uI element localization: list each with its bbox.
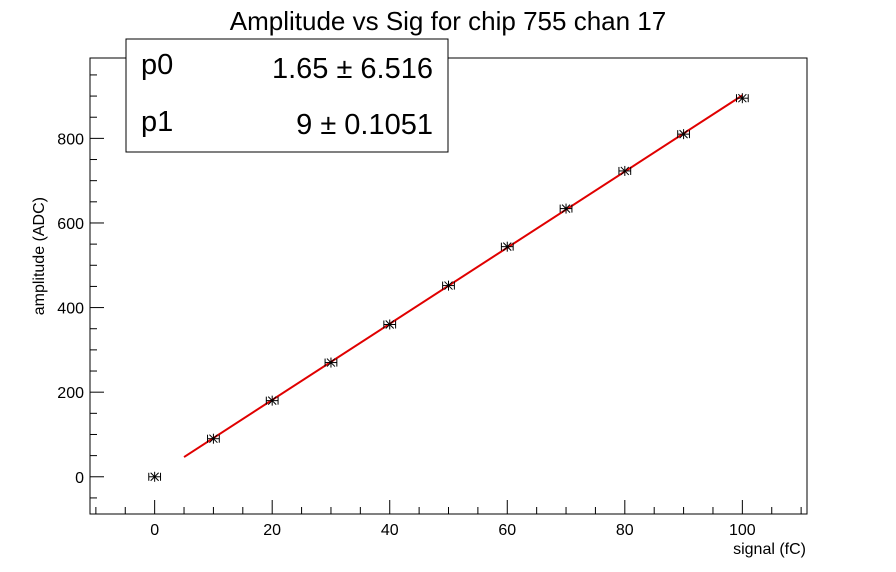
- stats-p0-value: 1.65 ± 6.516: [272, 53, 433, 85]
- y-axis: 0 200 400 600 800: [57, 74, 104, 499]
- data-point: [559, 203, 573, 214]
- x-tick-label: 0: [150, 522, 159, 539]
- data-point: [148, 471, 162, 482]
- data-point: [265, 395, 279, 406]
- data-point: [207, 433, 220, 444]
- fit-layer: [183, 94, 743, 458]
- x-tick-label: 40: [381, 522, 399, 539]
- y-tick-label: 400: [57, 301, 84, 318]
- stats-p1-value: 9 ± 0.1051: [296, 109, 433, 141]
- stats-p0-name: p0: [141, 49, 173, 81]
- data-point: [324, 357, 338, 368]
- x-tick-label: 80: [616, 522, 634, 539]
- data-point: [618, 165, 632, 176]
- data-point: [383, 319, 397, 330]
- data-point: [442, 280, 455, 291]
- y-tick-label: 0: [75, 470, 84, 487]
- stats-box-frame: [125, 38, 449, 153]
- y-tick-label: 200: [57, 385, 84, 402]
- x-axis: 0 20 40 60 80 100: [95, 500, 802, 539]
- x-axis-label: signal (fC): [733, 541, 806, 558]
- data-point: [735, 93, 749, 104]
- data-point: [677, 129, 690, 140]
- chart-title: Amplitude vs Sig for chip 755 chan 17: [230, 6, 666, 36]
- data-point: [500, 241, 514, 252]
- y-tick-label: 600: [57, 216, 84, 233]
- x-tick-label: 100: [729, 522, 756, 539]
- x-tick-label: 60: [498, 522, 516, 539]
- y-axis-label: amplitude (ADC): [31, 197, 48, 315]
- y-tick-label: 800: [57, 131, 84, 148]
- stats-p1-name: p1: [141, 106, 173, 138]
- data-points: [148, 93, 749, 482]
- x-tick-label: 20: [263, 522, 281, 539]
- stats-box: p0 1.65 ± 6.516 p1 9 ± 0.1051: [125, 38, 449, 153]
- fit-line: [183, 94, 743, 458]
